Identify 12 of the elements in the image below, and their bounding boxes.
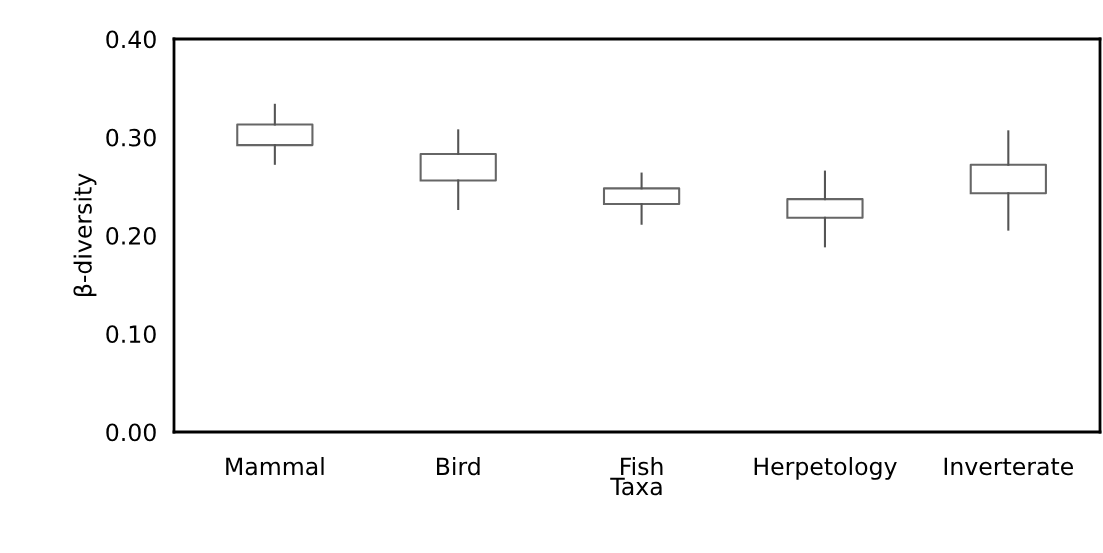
x-tick-label: Fish — [621, 457, 663, 476]
y-tick-label: 0.00 — [106, 423, 156, 442]
y-tick-label: 0.30 — [106, 128, 156, 147]
x-tick-label: Bird — [437, 457, 480, 476]
y-tick-label: 0.20 — [106, 226, 156, 245]
x-tick-label: Inverterate — [944, 457, 1073, 476]
y-axis-title: β-diversity — [73, 173, 97, 296]
x-axis-title: Taxa — [610, 477, 662, 496]
x-tick-label: Mammal — [226, 457, 324, 476]
y-tick-label: 0.10 — [106, 325, 156, 344]
x-tick-label: Herpetology — [754, 457, 897, 480]
y-tick-label: 0.40 — [106, 30, 156, 49]
